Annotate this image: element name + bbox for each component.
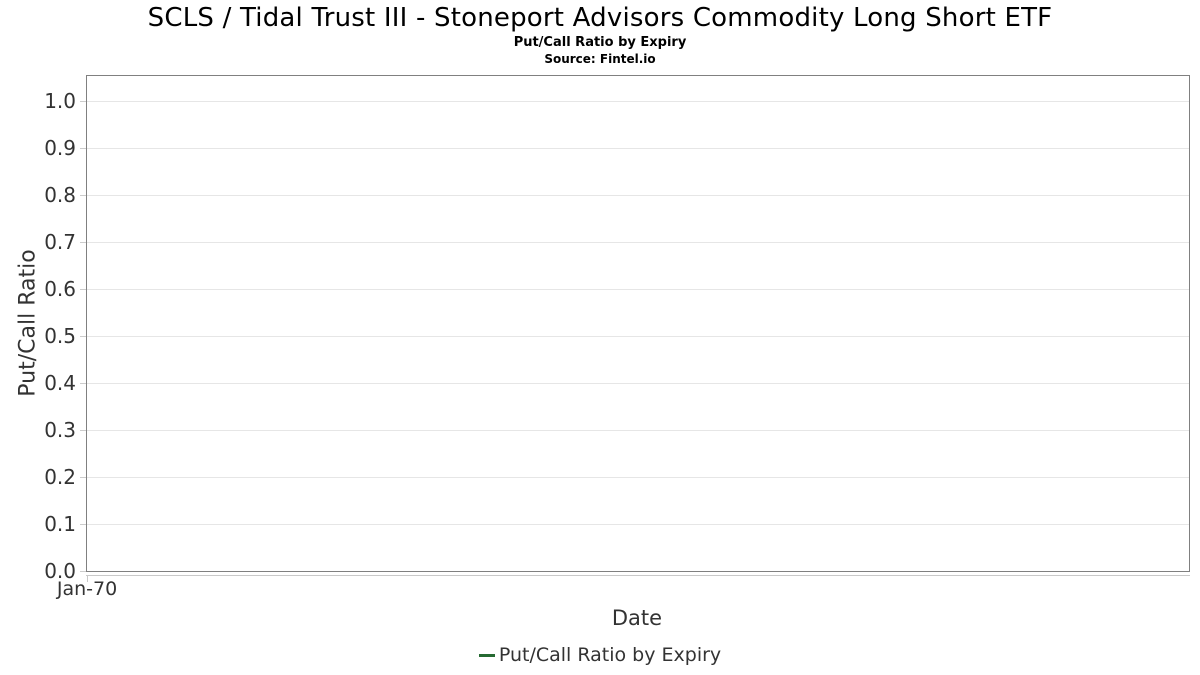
y-tick-label: 0.0 [44,559,76,583]
gridline [87,524,1189,525]
y-tick-mark [80,524,86,525]
y-tick-label: 0.9 [44,136,76,160]
legend-line-marker [478,653,495,657]
y-tick-mark [80,383,86,384]
y-tick-mark [80,242,86,243]
legend-item-putcall-ratio[interactable]: Put/Call Ratio by Expiry [478,644,722,666]
x-tick-label: Jan-70 [56,578,118,600]
gridline [87,148,1189,149]
gridline [87,101,1189,102]
gridline [87,242,1189,243]
chart-subtitle: Put/Call Ratio by Expiry [513,35,687,50]
y-tick-label: 0.8 [44,183,76,207]
gridline [87,383,1189,384]
y-tick-label: 0.5 [44,324,76,348]
x-axis-label: Date [611,606,663,630]
y-tick-mark [80,289,86,290]
y-axis-label: Put/Call Ratio [15,249,41,397]
y-tick-label: 0.7 [44,230,76,254]
x-tick-mark [87,576,88,582]
y-tick-label: 1.0 [44,89,76,113]
y-tick-mark [80,101,86,102]
y-tick-label: 0.6 [44,277,76,301]
gridline [87,195,1189,196]
legend: Put/Call Ratio by Expiry [0,644,1200,666]
gridline [87,477,1189,478]
y-tick-label: 0.2 [44,465,76,489]
plot-area: 0.0 0.1 0.2 0.3 0.4 0.5 0.6 0.7 0.8 0.9 1.0 Jan-70 [44,75,1190,599]
x-axis-line [86,575,1190,576]
chart-title: SCLS / Tidal Trust III - Stoneport Advis… [147,3,1053,33]
y-tick-label: 0.4 [44,371,76,395]
y-tick-mark [80,571,86,572]
gridline [87,336,1189,337]
y-tick-mark [80,195,86,196]
y-tick-mark [80,477,86,478]
y-tick-label: 0.1 [44,512,76,536]
gridline [87,289,1189,290]
legend-item-label: Put/Call Ratio by Expiry [498,644,722,666]
y-tick-label: 0.3 [44,418,76,442]
y-tick-mark [80,148,86,149]
y-tick-mark [80,430,86,431]
y-tick-mark [80,336,86,337]
gridline [87,430,1189,431]
chart-source: Source: Fintel.io [544,52,656,66]
